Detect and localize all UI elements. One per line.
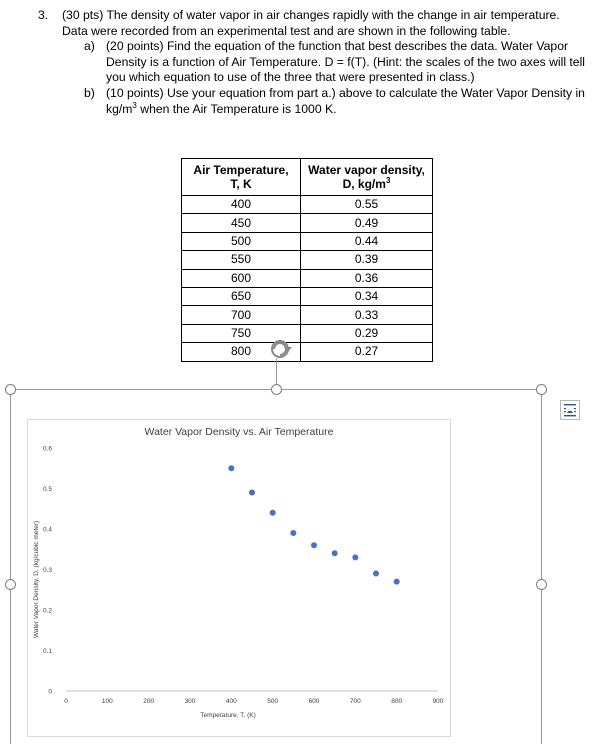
table-header-row: Air Temperature, T, K Water vapor densit… — [181, 158, 433, 196]
table-row: 450 0.49 — [181, 213, 433, 233]
cell-temperature: 500 — [181, 231, 301, 252]
y-tick-label: 0.2 — [43, 608, 52, 615]
cell-temperature: 550 — [181, 250, 301, 270]
cell-temperature: 400 — [181, 194, 301, 215]
data-point — [393, 578, 400, 585]
part-b-text-post: when the Air Temperature is 1000 K. — [136, 101, 337, 116]
y-tick-label: 0.3 — [43, 567, 52, 574]
table-row: 800 0.27 — [181, 342, 433, 362]
part-b-text: (10 points) Use your equation from part … — [106, 86, 588, 117]
part-a-text: (20 points) Find the equation of the fun… — [106, 39, 585, 85]
table-row: 500 0.44 — [181, 231, 433, 252]
x-tick-label: 300 — [185, 698, 196, 705]
x-tick-label: 400 — [226, 698, 237, 705]
header-temperature: Air Temperature, T, K — [181, 158, 301, 196]
cell-temperature: 800 — [181, 342, 301, 362]
cell-density: 0.49 — [300, 213, 433, 233]
layout-options-icon — [564, 404, 576, 417]
layout-options-button[interactable] — [560, 400, 580, 420]
header-density-line1: Water vapor density, — [308, 163, 425, 177]
data-point — [352, 554, 359, 561]
header-density-line2: D, kg/m3 — [301, 176, 432, 192]
x-tick-label: 900 — [433, 698, 444, 705]
x-tick-label: 600 — [309, 698, 320, 705]
cell-density: 0.39 — [300, 250, 433, 270]
cell-temperature: 600 — [181, 268, 301, 288]
part-a-label: a) — [84, 39, 95, 54]
cell-density: 0.36 — [300, 268, 433, 288]
data-point — [331, 550, 338, 557]
cell-density: 0.55 — [300, 194, 433, 215]
x-tick-label: 100 — [102, 698, 113, 705]
part-b-text-pre: (10 points) Use your equation from part … — [106, 85, 585, 116]
cell-density: 0.29 — [300, 323, 433, 344]
header-density-unit: D, kg/m — [342, 177, 386, 191]
rotate-handle-icon[interactable] — [262, 338, 298, 360]
part-b-label: b) — [84, 85, 95, 100]
x-tick-label: 0 — [64, 698, 68, 705]
part-a: a) (20 points) Find the equation of the … — [84, 39, 588, 86]
x-tick-label: 500 — [267, 698, 278, 705]
table-row: 750 0.29 — [181, 323, 433, 344]
question-intro-text: (30 pts) The density of water vapor in a… — [62, 8, 560, 38]
cell-density: 0.33 — [300, 305, 433, 325]
question-block: 3. (30 pts) The density of water vapor i… — [38, 8, 588, 117]
resize-handle-middle-left[interactable] — [5, 579, 16, 590]
chart-title: Water Vapor Density vs. Air Temperature — [144, 426, 334, 438]
resize-handle-top-left[interactable] — [5, 384, 16, 395]
resize-handle-middle-right[interactable] — [536, 579, 547, 590]
x-tick-label: 700 — [350, 698, 361, 705]
question-number: 3. — [38, 8, 49, 22]
header-density-sup: 3 — [385, 176, 391, 185]
cell-temperature: 450 — [181, 213, 301, 233]
table-row: 650 0.34 — [181, 286, 433, 307]
question-intro: 3. (30 pts) The density of water vapor i… — [38, 8, 588, 39]
table-row: 600 0.36 — [181, 268, 433, 288]
header-temperature-line2: T, K — [230, 177, 252, 191]
data-point — [228, 465, 235, 472]
y-tick-label: 0 — [48, 689, 52, 696]
rotate-connector — [276, 358, 277, 388]
header-temperature-line1: Air Temperature, — [193, 163, 289, 177]
y-tick-label: 0.4 — [43, 527, 52, 534]
x-tick-label: 200 — [143, 698, 154, 705]
table-row: 400 0.55 — [181, 194, 433, 215]
cell-temperature: 650 — [181, 286, 301, 307]
table-row: 550 0.39 — [181, 250, 433, 270]
y-axis-title: Water Vapor Density, D, (kg/cubic meter) — [33, 521, 40, 638]
table-row: 700 0.33 — [181, 305, 433, 325]
data-table: Air Temperature, T, K Water vapor densit… — [181, 158, 433, 362]
resize-handle-top-right[interactable] — [536, 384, 547, 395]
selection-frame-left — [10, 389, 11, 744]
data-point — [290, 530, 297, 537]
y-tick-label: 0.5 — [43, 486, 52, 493]
cell-density: 0.44 — [300, 231, 433, 252]
y-tick-label: 0.1 — [43, 648, 52, 655]
x-tick-label: 800 — [391, 698, 402, 705]
chart-plot: 0 100 200 300 400 500 600 700 800 900 0 0.1 0.2 0.3 0.… — [33, 446, 444, 720]
data-point — [373, 570, 379, 577]
data-point — [311, 542, 317, 549]
scatter-chart[interactable]: Water Vapor Density vs. Air Temperature … — [27, 419, 451, 737]
data-point — [269, 509, 276, 516]
data-point — [249, 489, 255, 496]
y-tick-label: 0.6 — [43, 446, 52, 453]
part-b: b) (10 points) Use your equation from pa… — [84, 86, 588, 117]
cell-temperature: 700 — [181, 305, 301, 325]
cell-density: 0.34 — [300, 286, 433, 307]
x-axis-title: Temperature, T, (K) — [200, 712, 256, 719]
resize-handle-top-middle[interactable] — [271, 384, 282, 395]
cell-density: 0.27 — [300, 342, 433, 362]
selection-frame-right — [541, 389, 542, 744]
header-density: Water vapor density, D, kg/m3 — [300, 158, 433, 196]
part-b-sup: 3 — [132, 100, 137, 110]
